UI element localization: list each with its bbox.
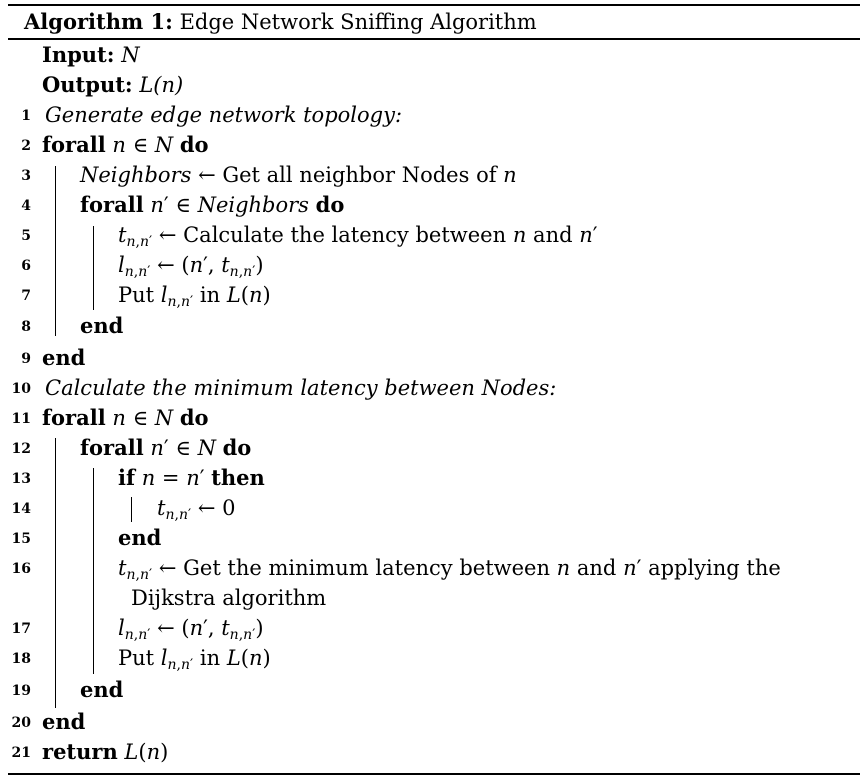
line-number: 14 [11, 501, 31, 517]
line-number: 6 [21, 258, 31, 274]
in-text: in [199, 646, 221, 670]
caption-label: Algorithm 1: [24, 9, 173, 34]
keyword-end: end [80, 313, 124, 338]
bottom-rule [8, 773, 860, 775]
block-bar-forall-4 [93, 468, 94, 674]
var-neighbors: Neighbors [197, 193, 309, 217]
line-tail: applying the [648, 556, 781, 580]
keyword-end: end [80, 677, 124, 702]
line-text: Get the minimum latency between [183, 556, 550, 580]
and-text: and [533, 223, 573, 247]
keyword-end: end [42, 345, 86, 370]
keyword-forall: forall [80, 435, 144, 460]
output-value: L(n) [139, 73, 184, 97]
line-number: 7 [21, 288, 31, 304]
keyword-then: then [211, 465, 265, 490]
caption-title: Edge Network Sniffing Algorithm [179, 10, 537, 34]
line-text: Dijkstra algorithm [131, 586, 327, 610]
line-text: Calculate the latency between [183, 223, 507, 247]
algorithm-caption: Algorithm 1: Edge Network Sniffing Algor… [24, 8, 537, 36]
line-number: 18 [11, 651, 31, 667]
put-text: Put [118, 283, 155, 307]
keyword-return: return [42, 739, 118, 764]
line-number: 10 [11, 381, 31, 397]
block-bar-forall-1 [55, 166, 56, 336]
line-number: 12 [11, 441, 31, 457]
line-number: 19 [11, 683, 31, 699]
line-text: Generate edge network topology: [45, 103, 403, 127]
keyword-end: end [42, 709, 86, 734]
line-number: 13 [11, 471, 31, 487]
keyword-forall: forall [80, 192, 144, 217]
line-number: 11 [11, 411, 31, 427]
caption-rule [8, 38, 860, 40]
keyword-forall: forall [42, 132, 106, 157]
output-label: Output: [42, 72, 133, 97]
keyword-end: end [118, 525, 162, 550]
input-label: Input: [42, 42, 115, 67]
keyword-do: do [222, 435, 252, 460]
block-bar-forall-3 [55, 438, 56, 708]
line-number: 1 [21, 108, 31, 124]
top-rule [8, 4, 860, 6]
line-number: 15 [11, 531, 31, 547]
var-neighbors: Neighbors [80, 163, 192, 187]
and-text: and [576, 556, 617, 580]
in-text: in [199, 283, 221, 307]
line-text: Calculate the minimum latency between No… [45, 376, 557, 400]
line-text: Get all neighbor Nodes of [222, 163, 497, 187]
block-bar-if [131, 497, 132, 522]
line-number: 8 [21, 319, 31, 335]
block-bar-forall-2 [93, 226, 94, 310]
keyword-do: do [179, 132, 209, 157]
input-value: N [121, 43, 140, 67]
put-text: Put [118, 646, 155, 670]
keyword-do: do [179, 405, 209, 430]
zero-value: 0 [222, 496, 236, 520]
line-number: 5 [21, 228, 31, 244]
line-number: 20 [11, 715, 31, 731]
line-number: 2 [21, 138, 31, 154]
keyword-do: do [315, 192, 345, 217]
line-number: 4 [21, 198, 31, 214]
keyword-if: if [118, 465, 136, 490]
keyword-forall: forall [42, 405, 106, 430]
line-number: 16 [11, 561, 31, 577]
line-number: 9 [21, 351, 31, 367]
line-number: 17 [11, 621, 31, 637]
line-number: 3 [21, 168, 31, 184]
line-number: 21 [11, 745, 31, 761]
